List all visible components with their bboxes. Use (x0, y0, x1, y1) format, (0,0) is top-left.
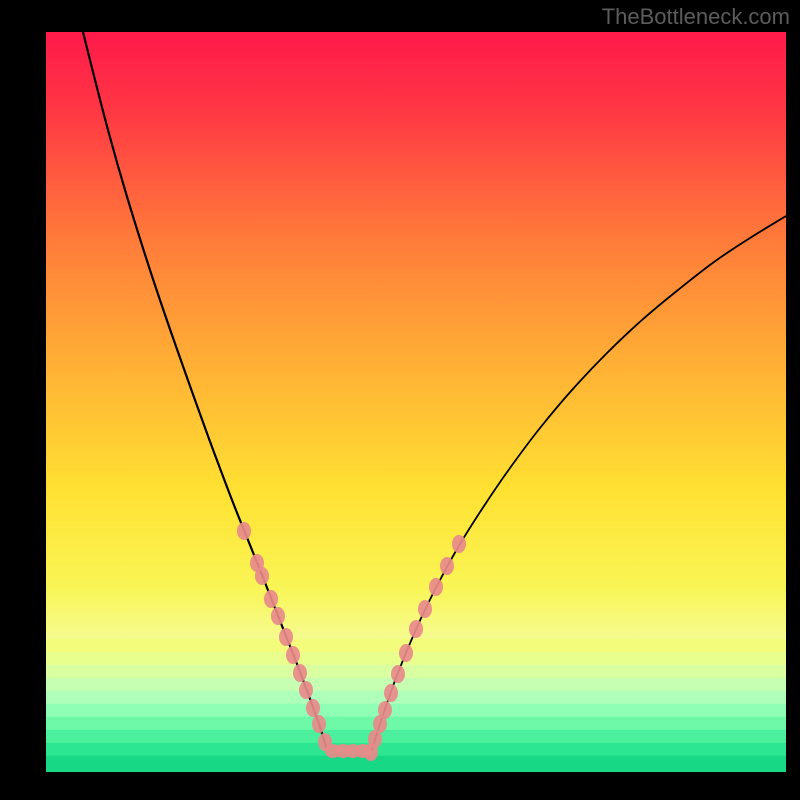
marker-left (312, 715, 326, 733)
gradient-band (46, 730, 786, 744)
marker-left (237, 522, 251, 540)
marker-right (429, 578, 443, 596)
marker-right (384, 684, 398, 702)
marker-right (399, 644, 413, 662)
marker-right (378, 701, 392, 719)
watermark-text: TheBottleneck.com (602, 4, 790, 30)
gradient-band (46, 743, 786, 757)
gradient-band (46, 717, 786, 731)
marker-right (409, 620, 423, 638)
marker-left (255, 567, 269, 585)
marker-right (391, 665, 405, 683)
marker-left (306, 699, 320, 717)
marker-left (293, 664, 307, 682)
gradient-band (46, 678, 786, 692)
gradient-band (46, 704, 786, 718)
marker-right (452, 535, 466, 553)
marker-bottom (355, 744, 371, 758)
marker-right (440, 557, 454, 575)
chart-svg (0, 0, 800, 800)
gradient-band (46, 665, 786, 679)
marker-left (286, 646, 300, 664)
gradient-band (46, 639, 786, 653)
marker-left (271, 607, 285, 625)
marker-left (299, 681, 313, 699)
gradient-band (46, 756, 786, 770)
gradient-band (46, 691, 786, 705)
marker-right (418, 600, 432, 618)
gradient-band (46, 652, 786, 666)
marker-left (279, 628, 293, 646)
marker-left (264, 590, 278, 608)
